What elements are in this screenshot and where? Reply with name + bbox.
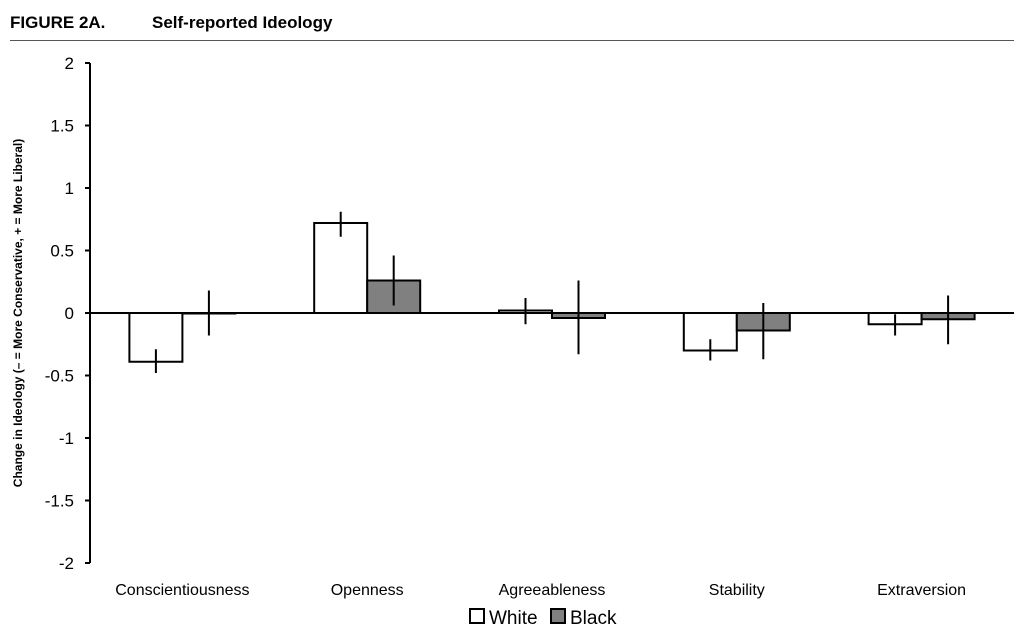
category-label: Stability (709, 582, 765, 599)
figure-title: Self-reported Ideology (152, 13, 333, 32)
category-labels: Conscientiousness Openness Agreeableness St… (115, 582, 966, 599)
y-tick-label: -2 (59, 554, 74, 573)
y-tick-label: 1.5 (50, 117, 74, 136)
figure-label: FIGURE 2A. (10, 13, 106, 32)
y-tick-label: 2 (65, 54, 74, 73)
category-label: Openness (331, 582, 404, 599)
error-bars (154, 211, 950, 373)
legend-label: White (489, 608, 538, 629)
category-label: Conscientiousness (115, 582, 249, 599)
legend: White Black (469, 608, 617, 629)
y-tick-label: 1 (65, 179, 74, 198)
legend-swatch (469, 608, 485, 624)
category-label: Extraversion (877, 582, 966, 599)
bar-white (313, 222, 369, 314)
legend-swatch (550, 608, 566, 624)
legend-label: Black (570, 608, 617, 629)
bars (128, 222, 976, 363)
y-tick-label: -1.5 (45, 492, 74, 511)
y-tick-label: 0.5 (50, 242, 74, 261)
category-label: Agreeableness (499, 582, 606, 599)
y-tick-label: -1 (59, 429, 74, 448)
y-tick-label: 0 (65, 304, 74, 323)
figure-header: FIGURE 2A. Self-reported Ideology (10, 8, 1014, 41)
y-axis-label: Change in Ideology (– = More Conservativ… (11, 139, 25, 487)
y-tick-label: -0.5 (45, 367, 74, 386)
y-axis: 2 1.5 1 0.5 0 -0.5 -1 -1.5 -2 (45, 54, 91, 573)
